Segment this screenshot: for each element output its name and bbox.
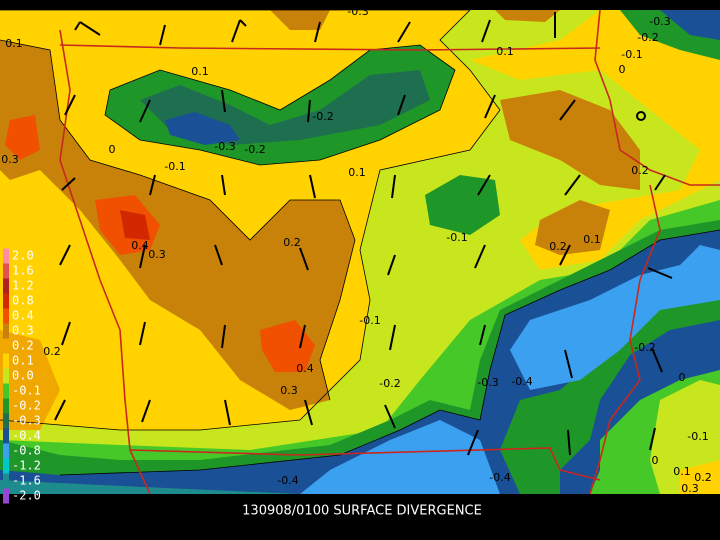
contour-lines <box>0 9 720 476</box>
contour-label: 0.2 <box>43 345 61 358</box>
contour-label: 0.2 <box>549 240 567 253</box>
legend-swatch <box>3 383 9 399</box>
legend-swatch <box>3 323 9 339</box>
contour-label: 0.4 <box>296 362 314 375</box>
legend-swatch <box>3 353 9 369</box>
contour-label: -0.2 <box>244 143 265 156</box>
contour-label: 0.1 <box>191 65 209 78</box>
contour-label: 0.1 <box>673 465 691 478</box>
contour-label: -0.2 <box>634 341 655 354</box>
contour-label: 0.1 <box>348 166 366 179</box>
contour-label: -0.4 <box>489 471 510 484</box>
legend-swatch <box>3 263 9 279</box>
contour-label: 0 <box>652 454 659 467</box>
contour-label: -0.2 <box>379 377 400 390</box>
contour-labels: -0.30.10.10.10.1-0.3-0.2-0.10-0.2-0.3 -0.… <box>1 5 712 495</box>
legend-label: -2.0 <box>12 489 41 503</box>
contour-label: -0.3 <box>477 376 498 389</box>
contour-label: 0.3 <box>280 384 298 397</box>
contour-label: 0.2 <box>631 164 649 177</box>
contour-label: -0.4 <box>511 375 532 388</box>
legend-label: 0.8 <box>12 294 34 308</box>
contour-label: 0.3 <box>148 248 166 261</box>
legend-label: 0.0 <box>12 369 34 383</box>
legend-swatch <box>3 398 9 414</box>
legend-swatch <box>3 443 9 459</box>
legend-swatch <box>3 308 9 324</box>
contour-label: 0.3 <box>681 482 699 495</box>
contour-label: 0 <box>109 143 116 156</box>
legend-label: 1.6 <box>12 264 34 278</box>
contour-label: 0.2 <box>694 471 712 484</box>
contour-label: -0.4 <box>277 474 298 487</box>
contour-label: -0.1 <box>446 231 467 244</box>
contour-label: -0.1 <box>621 48 642 61</box>
contour-label: -0.2 <box>312 110 333 123</box>
legend-label: 1.2 <box>12 279 34 293</box>
legend-swatch <box>3 413 9 429</box>
legend-swatch <box>3 293 9 309</box>
contour-label: -0.1 <box>359 314 380 327</box>
legend: 2.01.61.20.80.40.30.20.10.0-0.1-0.2-0.3-… <box>3 248 41 504</box>
legend-label: -0.2 <box>12 399 41 413</box>
contour-label: -0.1 <box>164 160 185 173</box>
contour-label: -0.3 <box>649 15 670 28</box>
contour-label: 0.1 <box>496 45 514 58</box>
legend-swatch <box>3 278 9 294</box>
legend-label: 2.0 <box>12 249 34 263</box>
wind-barbs <box>54 12 673 456</box>
legend-label: -1.2 <box>12 459 41 473</box>
contour-label: -0.1 <box>687 430 708 443</box>
legend-swatch <box>3 488 9 504</box>
contour-label: 0.4 <box>131 239 149 252</box>
legend-swatch <box>3 248 9 264</box>
contour-label: 0.3 <box>1 153 19 166</box>
legend-label: 0.4 <box>12 309 34 323</box>
legend-swatch <box>3 428 9 444</box>
legend-label: -0.1 <box>12 384 41 398</box>
legend-swatch <box>3 338 9 354</box>
legend-label: -0.4 <box>12 429 41 443</box>
contour-label: 0.1 <box>583 233 601 246</box>
contour-label: -0.2 <box>637 31 658 44</box>
contour-label: 0 <box>679 371 686 384</box>
legend-label: -0.8 <box>12 444 41 458</box>
legend-label: -1.6 <box>12 474 41 488</box>
contour-label: -0.3 <box>347 5 368 18</box>
contour-label: -0.3 <box>214 140 235 153</box>
legend-label: 0.1 <box>12 354 34 368</box>
contour-label: 0.1 <box>5 37 23 50</box>
contour-label: 0.2 <box>283 236 301 249</box>
contour-label: 0 <box>619 63 626 76</box>
caption: 130908/0100 SURFACE DIVERGENCE <box>242 504 482 519</box>
legend-label: 0.2 <box>12 339 34 353</box>
legend-swatch <box>3 368 9 384</box>
legend-swatch <box>3 458 9 474</box>
legend-label: -0.3 <box>12 414 41 428</box>
legend-label: 0.3 <box>12 324 34 338</box>
legend-swatch <box>3 473 9 489</box>
